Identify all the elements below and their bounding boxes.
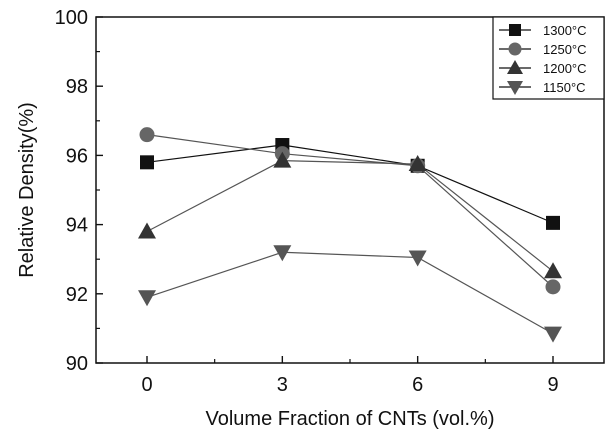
x-tick-label: 6 xyxy=(412,374,423,396)
series-2 xyxy=(138,151,562,279)
data-point xyxy=(544,326,562,343)
x-axis: 0 3 6 9 xyxy=(141,356,559,396)
data-point xyxy=(273,151,292,168)
y-axis-title: Relative Density(%) xyxy=(16,102,38,278)
x-axis-title: Volume Fraction of CNTs (vol.%) xyxy=(206,408,495,430)
data-point xyxy=(138,290,156,307)
legend-item: 1200°C xyxy=(499,60,587,76)
data-point xyxy=(138,222,156,239)
series-layer xyxy=(138,127,562,343)
data-point xyxy=(509,24,521,36)
data-point xyxy=(507,81,523,95)
data-point xyxy=(408,155,427,172)
legend-item: 1300°C xyxy=(499,23,587,38)
data-point xyxy=(546,215,560,230)
y-tick-label: 96 xyxy=(66,145,88,167)
y-tick-label: 100 xyxy=(55,7,88,29)
x-tick-label: 3 xyxy=(277,374,288,396)
legend-label: 1250°C xyxy=(543,42,587,57)
legend-label: 1150°C xyxy=(543,80,586,95)
data-point xyxy=(507,60,523,74)
data-point xyxy=(140,155,154,170)
data-point xyxy=(408,250,427,267)
legend-item: 1250°C xyxy=(499,42,587,57)
series-line xyxy=(146,159,554,272)
series-line xyxy=(146,134,554,288)
data-point xyxy=(139,127,155,143)
data-point xyxy=(508,42,522,56)
legend-label: 1200°C xyxy=(543,61,587,76)
data-point xyxy=(544,262,562,279)
y-tick-label: 92 xyxy=(66,284,88,306)
y-tick-label: 98 xyxy=(66,76,88,98)
y-tick-label: 90 xyxy=(66,353,88,375)
data-point xyxy=(545,279,561,295)
legend: 1300°C 1250°C 1200°C 1150°C xyxy=(492,16,605,100)
series-3 xyxy=(138,245,562,343)
legend-item: 1150°C xyxy=(499,80,586,95)
y-tick-label: 94 xyxy=(66,215,88,237)
legend-label: 1300°C xyxy=(543,23,587,38)
y-axis: 90 92 94 96 98 100 xyxy=(55,7,103,375)
x-tick-label: 9 xyxy=(547,374,558,396)
series-1 xyxy=(139,127,561,295)
data-point xyxy=(273,245,292,262)
series-line xyxy=(146,144,554,224)
series-line xyxy=(146,251,554,335)
x-tick-label: 0 xyxy=(141,374,152,396)
series-0 xyxy=(140,138,560,230)
